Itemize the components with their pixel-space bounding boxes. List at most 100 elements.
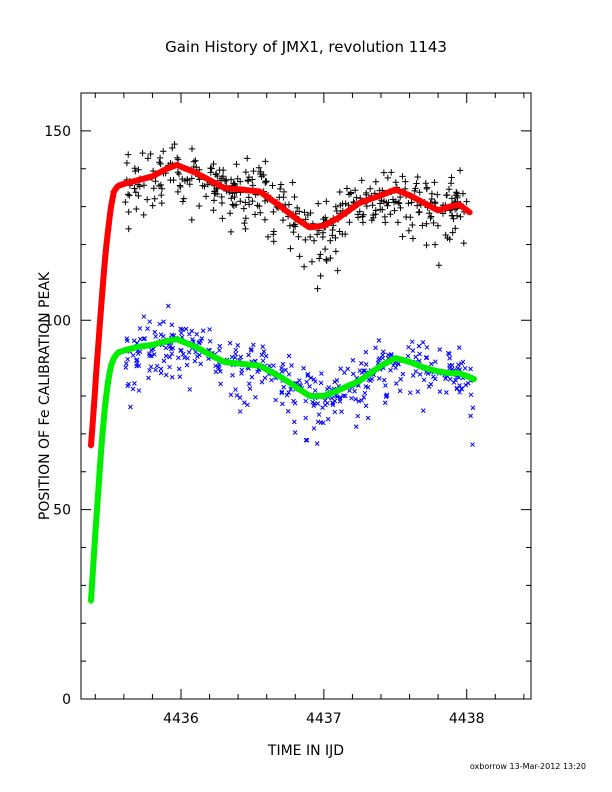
data-point: [140, 181, 148, 189]
fit-point: [99, 430, 106, 438]
data-point: [456, 362, 461, 368]
data-point: [131, 338, 137, 344]
fit-point: [104, 377, 112, 385]
data-point: [431, 179, 438, 186]
data-point: [158, 191, 165, 199]
data-point: [448, 174, 455, 181]
fit-point: [90, 404, 98, 411]
data-point: [351, 187, 359, 194]
fit-point: [99, 286, 106, 294]
data-point: [332, 248, 340, 255]
data-point: [264, 233, 272, 241]
y-tick-label: 150: [44, 124, 71, 140]
data-point: [470, 442, 475, 447]
data-point: [261, 216, 269, 223]
data-point: [132, 381, 137, 386]
data-point: [189, 328, 195, 334]
data-point: [405, 353, 411, 359]
data-point: [358, 177, 365, 184]
data-point: [333, 207, 340, 215]
data-point: [242, 199, 249, 206]
data-point: [353, 396, 358, 402]
data-point: [291, 193, 298, 201]
data-point: [177, 183, 184, 191]
data-point: [163, 353, 169, 359]
data-point: [429, 361, 434, 367]
data-point: [245, 402, 250, 408]
data-point: [314, 441, 320, 446]
data-point: [124, 336, 130, 341]
data-point: [218, 193, 225, 201]
data-point: [201, 183, 208, 190]
data-point: [130, 386, 136, 392]
data-point: [163, 372, 169, 378]
data-point: [416, 343, 422, 349]
data-point: [179, 198, 187, 205]
data-point: [324, 386, 330, 392]
data-point: [194, 331, 200, 337]
data-point: [169, 144, 176, 152]
data-point: [286, 353, 292, 359]
series-3: [87, 336, 477, 604]
data-point: [210, 207, 217, 214]
data-point: [244, 155, 251, 162]
data-point: [158, 199, 165, 207]
data-point: [273, 397, 279, 403]
data-point: [435, 262, 443, 269]
data-point: [422, 180, 429, 187]
data-point: [376, 376, 382, 381]
data-point: [279, 390, 285, 396]
data-point: [140, 211, 147, 219]
data-point: [249, 374, 255, 380]
data-point: [175, 170, 183, 178]
data-point: [286, 222, 294, 230]
data-point: [379, 206, 386, 213]
data-point: [437, 389, 443, 394]
data-point: [158, 370, 164, 376]
data-point: [359, 398, 364, 403]
data-point: [420, 408, 426, 413]
data-point: [169, 374, 175, 380]
data-point: [362, 368, 368, 374]
data-point: [125, 356, 130, 362]
data-point: [291, 398, 296, 404]
data-point: [384, 202, 391, 209]
data-point: [321, 245, 329, 253]
data-point: [263, 353, 269, 359]
data-point: [188, 175, 195, 182]
data-point: [457, 213, 464, 220]
data-point: [456, 345, 462, 351]
data-point: [168, 346, 174, 352]
data-point: [155, 182, 163, 190]
data-point: [256, 170, 264, 178]
data-point: [218, 199, 226, 207]
data-point: [165, 303, 171, 309]
data-point: [423, 220, 430, 227]
data-point: [158, 366, 164, 372]
data-point: [246, 352, 251, 358]
data-point: [453, 377, 458, 383]
data-point: [399, 233, 406, 240]
data-point: [307, 209, 314, 217]
data-point: [423, 241, 430, 249]
data-point: [250, 167, 257, 175]
data-point: [402, 178, 409, 185]
data-point: [279, 365, 284, 371]
data-point: [270, 238, 277, 245]
data-point: [183, 176, 191, 183]
data-point: [286, 390, 291, 396]
data-point: [318, 420, 324, 425]
data-point: [329, 395, 335, 401]
data-point: [213, 190, 221, 198]
data-point: [303, 437, 309, 443]
data-point: [332, 409, 338, 415]
data-point: [235, 342, 241, 348]
data-point: [447, 355, 452, 361]
data-point: [149, 353, 154, 359]
data-point: [314, 285, 321, 292]
data-point: [304, 379, 310, 385]
data-point: [410, 373, 416, 378]
data-point: [415, 209, 422, 216]
data-point: [227, 340, 233, 346]
data-point: [145, 326, 150, 331]
